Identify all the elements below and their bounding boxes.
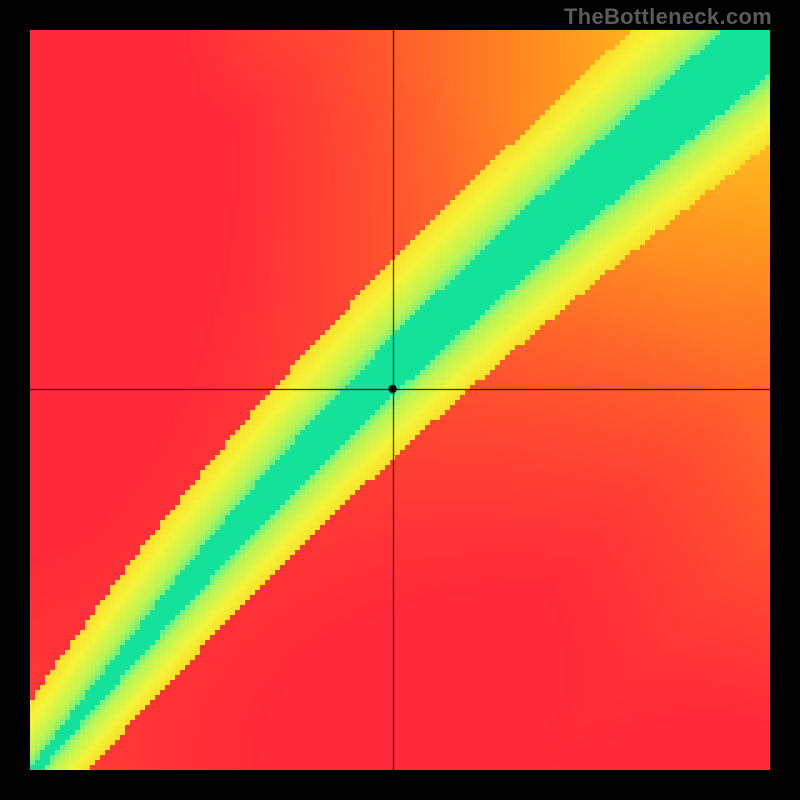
- chart-stage: TheBottleneck.com: [0, 0, 800, 800]
- bottleneck-heatmap: [30, 30, 770, 770]
- watermark-text: TheBottleneck.com: [564, 4, 772, 30]
